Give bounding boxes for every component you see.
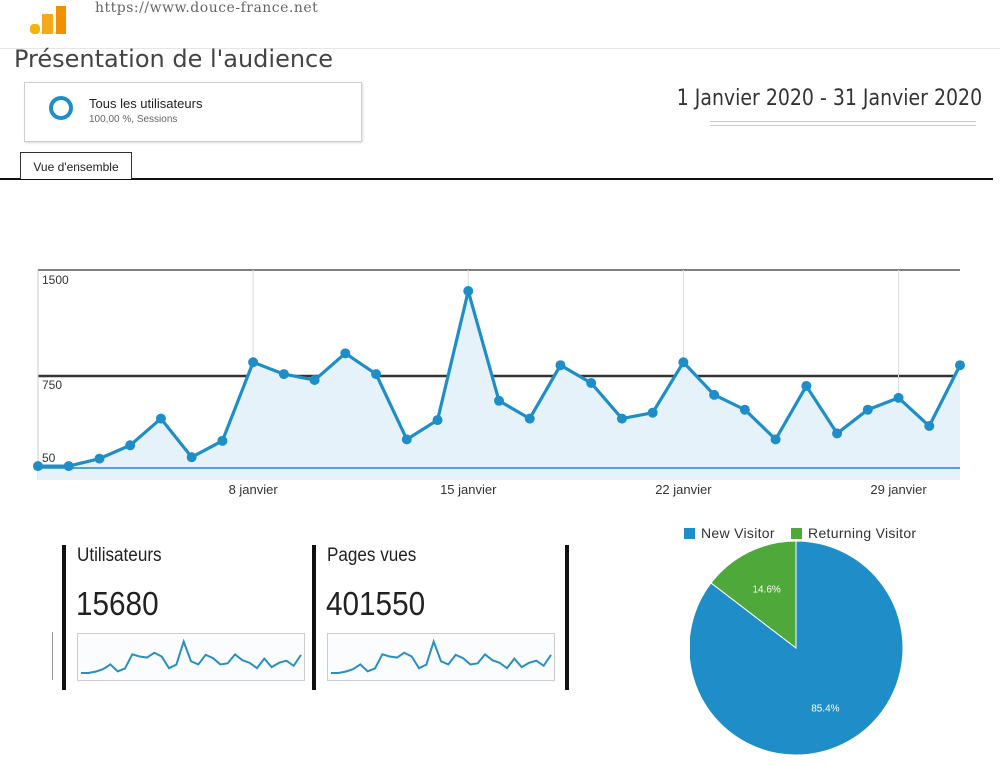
data-point [340,348,351,359]
metric-pageviews-value: 401550 [326,585,426,622]
data-point [801,380,812,391]
data-point [371,369,382,380]
analytics-bars-icon [30,6,66,34]
tab-overview[interactable]: Vue d'ensemble [20,152,132,179]
data-point [33,461,43,472]
data-point [63,461,74,472]
pie-slice-label: 85.4% [811,703,839,714]
x-tick-label: 8 janvier [229,482,279,497]
legend-new-visitor[interactable]: New Visitor [684,525,775,541]
data-point [432,415,443,426]
data-point [94,453,105,464]
top-bar: https://www.douce-france.net [0,0,1000,49]
legend-swatch [791,528,803,539]
x-tick-label: 22 janvier [655,482,712,497]
data-point [647,407,658,418]
metric-divider [312,545,316,690]
data-point [924,421,935,432]
y-tick-label: 1500 [42,273,69,287]
x-tick-label: 15 janvier [440,482,497,497]
data-point [155,413,166,424]
legend-returning-visitor[interactable]: Returning Visitor [791,525,916,541]
metric-users-label: Utilisateurs [77,545,162,566]
y-tick-label: 750 [42,378,62,392]
data-point [770,434,781,445]
segment-sessions: 100,00 %, Sessions [89,114,178,125]
data-point [186,452,197,463]
metric-users-sparkline [77,633,305,681]
metric-users-value: 15680 [76,585,159,622]
x-tick-label: 29 janvier [870,482,927,497]
data-point [125,440,136,451]
page-title: Présentation de l'audience [14,45,334,73]
segment-ring-icon [49,96,73,120]
data-point [278,369,289,380]
pie-slice [710,540,797,650]
data-point [494,395,504,406]
metric-divider-end [565,545,569,690]
data-point [401,434,412,445]
date-range-underline [710,121,976,126]
y-tick-label: 50 [42,451,56,465]
metric-bracket [52,632,56,680]
data-point [955,360,965,371]
tab-divider [0,178,993,180]
data-point [248,357,259,368]
data-point [309,375,320,386]
sparkline [81,638,302,674]
pie-slice-label: 14.6% [752,585,780,596]
data-point [616,413,627,424]
data-point [893,392,904,403]
sessions-line-chart: 1500 750 50 8 janvier 15 janvier 22 janvier 29… [33,269,965,497]
visitor-pie-chart: 85.4% 14.6% [690,540,904,756]
data-point [586,377,597,388]
sparkline [331,638,552,674]
data-point [463,286,474,297]
pie-legend: New Visitor Returning Visitor [684,525,928,541]
metric-divider [62,545,66,690]
data-point [832,428,843,439]
metric-pageviews-label: Pages vues [327,545,417,566]
legend-swatch [684,528,695,539]
metric-users: Utilisateurs 15680 [62,545,305,690]
data-point [217,435,228,446]
data-point [678,357,689,368]
data-point [524,413,535,424]
data-point [709,389,720,400]
data-point [739,404,750,415]
metric-pageviews-sparkline [327,633,555,681]
segment-name: Tous les utilisateurs [89,96,203,111]
segment-selector[interactable]: Tous les utilisateurs 100,00 %, Sessions [24,82,362,142]
data-point [862,404,873,415]
metric-pageviews: Pages vues 401550 [312,545,555,690]
data-point [555,360,566,371]
series-area [38,291,960,480]
site-url[interactable]: https://www.douce-france.net [95,0,319,16]
date-range-picker[interactable]: 1 Janvier 2020 - 31 Janvier 2020 [676,86,982,111]
